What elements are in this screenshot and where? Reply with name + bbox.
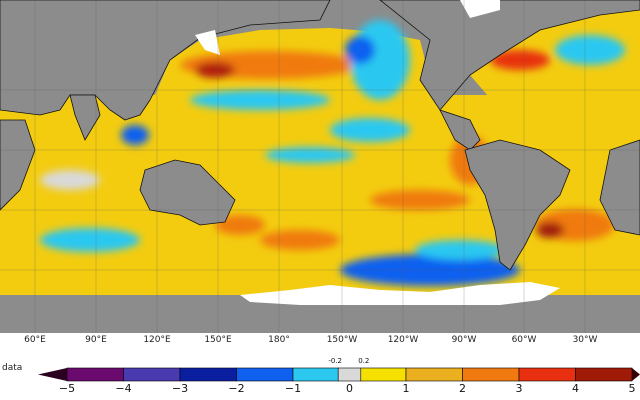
longitude-label: 150°E (204, 335, 232, 345)
colorbar-tick-label: −3 (171, 382, 189, 395)
colorbar-bin (292, 367, 339, 382)
colorbar-tick-label: −2 (228, 382, 245, 395)
colorbar-tick-label: 5 (628, 382, 636, 395)
colorbar-small-tick-label: 0.2 (358, 357, 370, 365)
colorbar-bin (337, 367, 362, 382)
longitude-label: 30°W (572, 335, 598, 345)
longitude-label: 90°E (85, 335, 107, 345)
colorbar-bin (462, 367, 520, 382)
colorbar-small-tick-label: -0.2 (328, 357, 343, 365)
longitude-label: 180° (268, 335, 290, 345)
longitude-label: 120°E (143, 335, 171, 345)
colorbar-over-arrow (632, 368, 640, 381)
longitude-label: 150°W (326, 335, 358, 345)
colorbar-tick-label: 3 (515, 382, 523, 395)
colorbar-tick-label: 2 (459, 382, 466, 395)
sst-anomaly-map (0, 0, 640, 333)
longitude-label: 90°W (451, 335, 477, 345)
colorbar-bin (518, 367, 576, 382)
longitude-label: 60°W (511, 335, 537, 345)
colorbar-bin (179, 367, 237, 382)
colorbar-tick-label: −4 (115, 382, 132, 395)
ice (195, 0, 560, 305)
colorbar-tick-label: 0 (346, 382, 353, 395)
colorbar-tick-label: −5 (58, 382, 76, 395)
colorbar-tick-label: 1 (402, 382, 410, 395)
colorbar-bin (66, 367, 124, 382)
colorbar-under-arrow (38, 368, 67, 381)
graticule (0, 0, 640, 333)
colorbar-bin (123, 367, 181, 382)
colorbar-bin (575, 367, 633, 382)
colorbar-bin (236, 367, 294, 382)
colorbar (38, 367, 640, 382)
colorbar-tick-label: −1 (284, 382, 302, 395)
colorbar-label: data (2, 363, 23, 373)
colorbar-tick-label: 4 (572, 382, 579, 395)
colorbar-bin (405, 367, 463, 382)
longitude-label: 60°E (24, 335, 46, 345)
longitude-label: 120°W (387, 335, 419, 345)
colorbar-bin (360, 367, 407, 382)
australia (139, 159, 236, 226)
